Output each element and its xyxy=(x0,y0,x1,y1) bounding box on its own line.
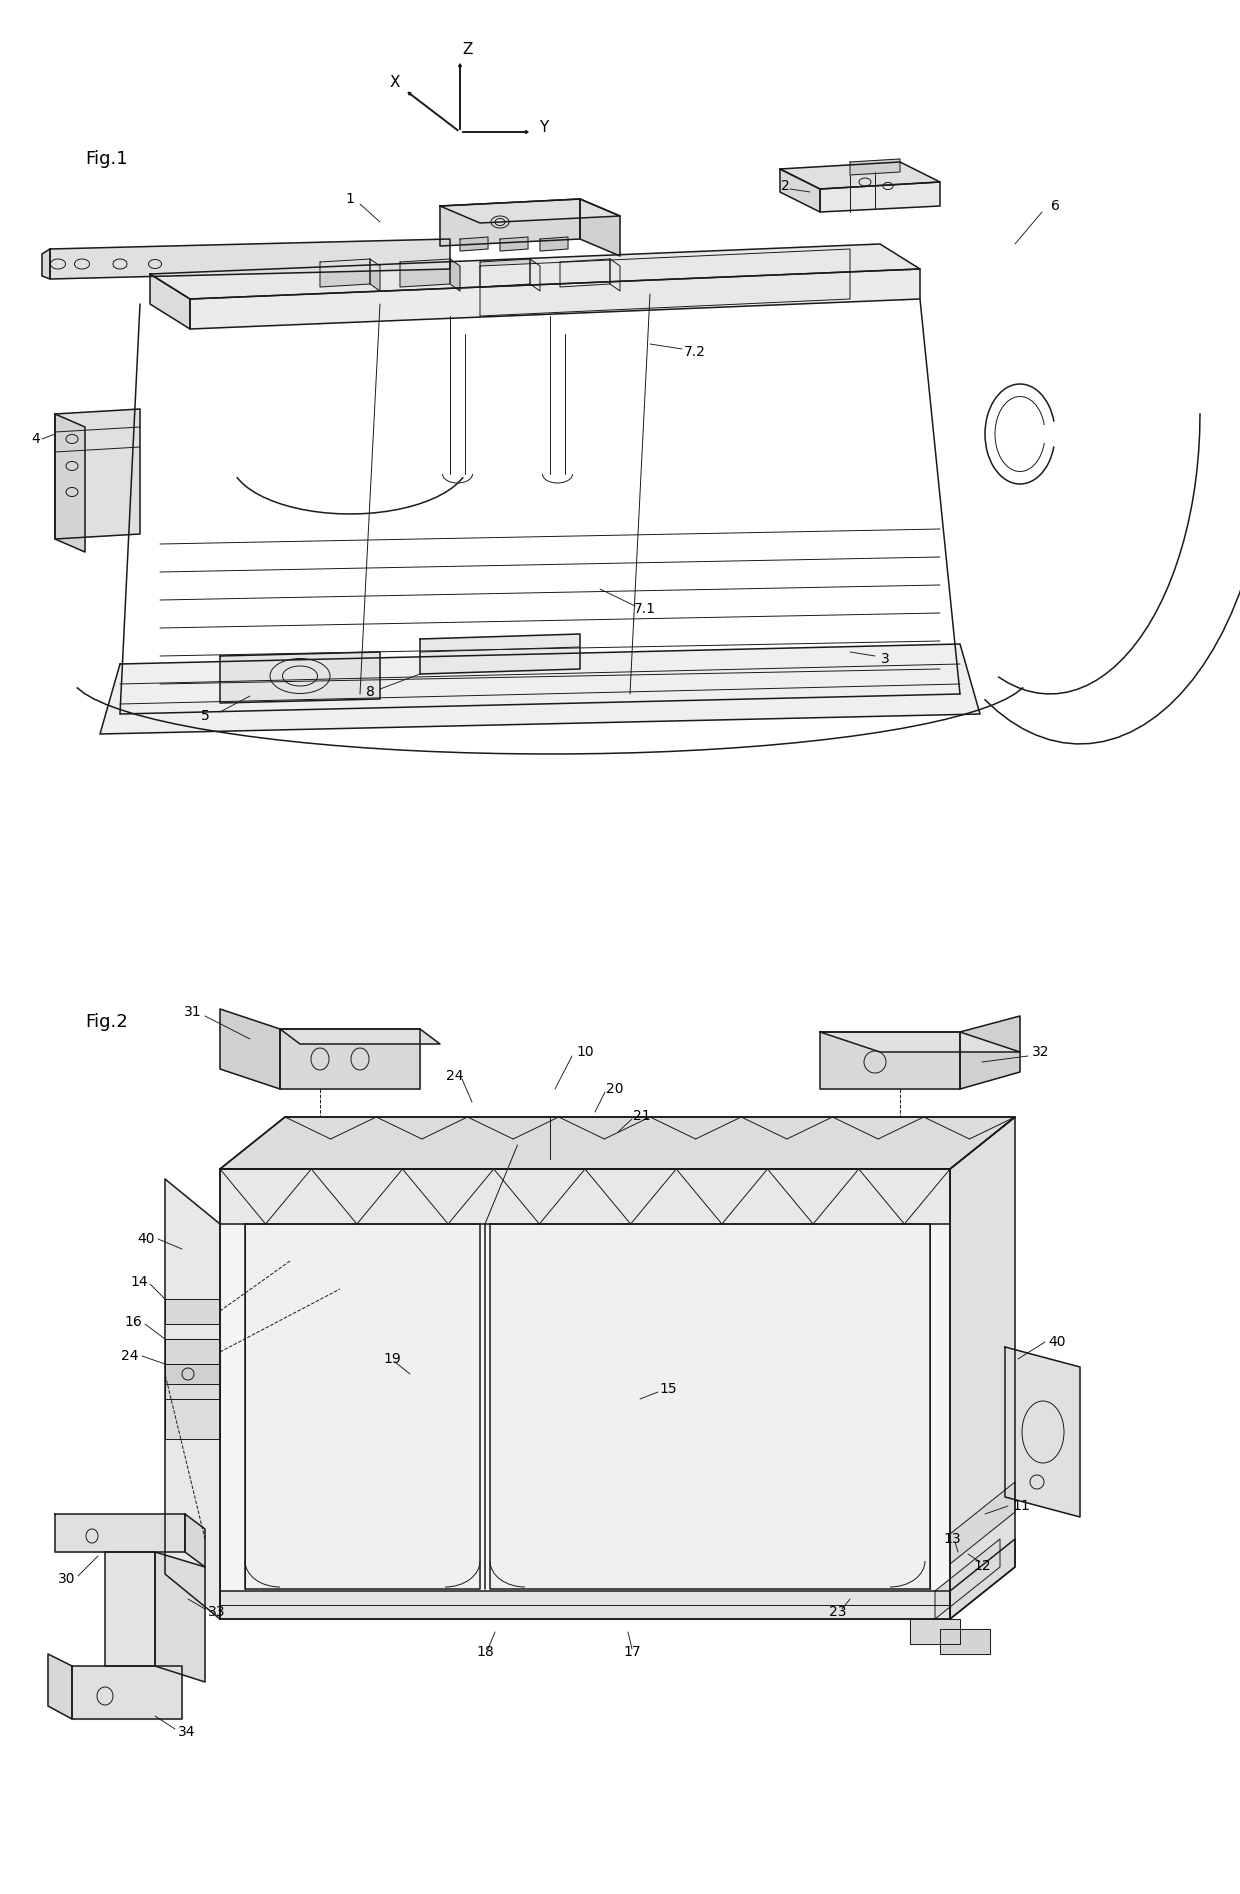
Text: 7.2: 7.2 xyxy=(684,345,706,360)
Polygon shape xyxy=(219,1591,950,1619)
Polygon shape xyxy=(440,199,620,223)
Polygon shape xyxy=(490,1224,930,1589)
Polygon shape xyxy=(190,269,920,330)
Text: 17: 17 xyxy=(624,1646,641,1659)
Polygon shape xyxy=(48,1653,72,1720)
Polygon shape xyxy=(72,1667,182,1720)
Text: 12: 12 xyxy=(973,1559,991,1574)
Text: Y: Y xyxy=(539,119,548,134)
Polygon shape xyxy=(780,163,940,189)
Polygon shape xyxy=(280,1028,440,1044)
Polygon shape xyxy=(165,1364,219,1385)
Polygon shape xyxy=(849,159,900,174)
Polygon shape xyxy=(55,1513,185,1551)
Text: 11: 11 xyxy=(1012,1498,1029,1513)
Polygon shape xyxy=(480,259,529,288)
Text: 40: 40 xyxy=(138,1231,155,1246)
Polygon shape xyxy=(580,199,620,256)
Polygon shape xyxy=(280,1028,420,1089)
Polygon shape xyxy=(500,237,528,252)
Text: Fig.1: Fig.1 xyxy=(86,150,128,169)
Polygon shape xyxy=(165,1400,219,1439)
Text: Z: Z xyxy=(463,42,474,57)
Text: 33: 33 xyxy=(208,1604,226,1619)
Polygon shape xyxy=(539,237,568,252)
Polygon shape xyxy=(529,259,539,292)
Polygon shape xyxy=(246,1224,480,1589)
Polygon shape xyxy=(219,1117,1016,1169)
Polygon shape xyxy=(165,1299,219,1324)
Text: 3: 3 xyxy=(880,652,889,667)
Text: 30: 30 xyxy=(57,1572,74,1585)
Text: 5: 5 xyxy=(201,708,210,724)
Polygon shape xyxy=(935,1540,999,1619)
Polygon shape xyxy=(219,1169,950,1619)
Text: 2: 2 xyxy=(781,180,790,193)
Polygon shape xyxy=(450,259,460,292)
Text: 21: 21 xyxy=(634,1110,651,1123)
Polygon shape xyxy=(55,409,140,540)
Polygon shape xyxy=(820,182,940,212)
Polygon shape xyxy=(1004,1347,1080,1517)
Polygon shape xyxy=(42,248,50,278)
Text: 18: 18 xyxy=(476,1646,494,1659)
Polygon shape xyxy=(940,1629,990,1653)
Polygon shape xyxy=(165,1178,219,1619)
Text: 6: 6 xyxy=(1050,199,1059,212)
Polygon shape xyxy=(950,1117,1016,1619)
Text: 4: 4 xyxy=(31,432,40,445)
Polygon shape xyxy=(55,415,86,551)
Text: 14: 14 xyxy=(130,1275,148,1290)
Text: 1: 1 xyxy=(346,191,355,206)
Polygon shape xyxy=(370,259,379,292)
Text: 40: 40 xyxy=(1048,1335,1065,1349)
Text: 15: 15 xyxy=(660,1383,677,1396)
Polygon shape xyxy=(420,634,580,674)
Polygon shape xyxy=(150,244,920,299)
Polygon shape xyxy=(960,1015,1021,1089)
Text: 32: 32 xyxy=(1032,1045,1049,1059)
Text: 31: 31 xyxy=(185,1006,202,1019)
Text: 24: 24 xyxy=(446,1068,464,1083)
Text: 24: 24 xyxy=(120,1349,138,1364)
Text: 20: 20 xyxy=(606,1081,624,1097)
Polygon shape xyxy=(219,1169,950,1224)
Polygon shape xyxy=(820,1032,1021,1051)
Polygon shape xyxy=(820,1032,960,1089)
Polygon shape xyxy=(480,248,849,316)
Polygon shape xyxy=(610,259,620,292)
Polygon shape xyxy=(219,652,379,703)
Polygon shape xyxy=(560,259,610,288)
Polygon shape xyxy=(401,259,450,288)
Polygon shape xyxy=(155,1551,205,1682)
Text: Fig.2: Fig.2 xyxy=(86,1013,128,1030)
Polygon shape xyxy=(105,1551,155,1667)
Text: 7.1: 7.1 xyxy=(634,602,656,616)
Text: 23: 23 xyxy=(830,1604,847,1619)
Polygon shape xyxy=(440,199,580,246)
Polygon shape xyxy=(185,1513,205,1566)
Polygon shape xyxy=(165,1339,219,1364)
Text: 13: 13 xyxy=(944,1532,961,1546)
Polygon shape xyxy=(219,1117,1016,1169)
Polygon shape xyxy=(219,1010,280,1089)
Polygon shape xyxy=(150,275,190,330)
Text: 19: 19 xyxy=(383,1352,401,1366)
Polygon shape xyxy=(780,169,820,212)
Text: 16: 16 xyxy=(124,1314,143,1330)
Polygon shape xyxy=(460,237,489,252)
Polygon shape xyxy=(910,1619,960,1644)
Polygon shape xyxy=(950,1540,1016,1619)
Text: 8: 8 xyxy=(366,686,374,699)
Text: X: X xyxy=(389,74,401,89)
Text: 34: 34 xyxy=(179,1725,196,1739)
Text: 10: 10 xyxy=(577,1045,594,1059)
Polygon shape xyxy=(100,644,980,735)
Polygon shape xyxy=(950,1481,1016,1564)
Polygon shape xyxy=(165,1339,219,1400)
Polygon shape xyxy=(50,239,450,278)
Polygon shape xyxy=(320,259,370,288)
